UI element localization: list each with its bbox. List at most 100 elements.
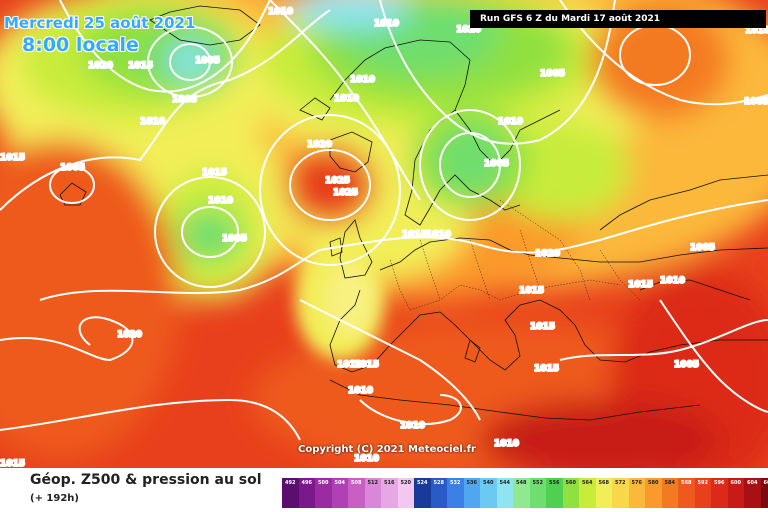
- isobar-label: 1005: [172, 95, 197, 105]
- legend-value: 564: [582, 480, 593, 486]
- isobar-label: 1005: [484, 159, 509, 169]
- isobar-label: 1010: [498, 117, 523, 127]
- legend-value: 512: [367, 480, 378, 486]
- legend-value: 556: [549, 480, 560, 486]
- legend-value: 508: [351, 480, 362, 486]
- legend-swatch: 556: [546, 478, 563, 508]
- isobars: 1010 1010 1020 1020 1015 1005 1005 1010 …: [0, 0, 768, 468]
- legend-value: 516: [384, 480, 395, 486]
- geopotential-map: 1010 1010 1020 1020 1015 1005 1005 1010 …: [0, 0, 768, 468]
- isobar-label: 1010: [334, 94, 359, 104]
- isobar-label: 1010: [337, 360, 362, 370]
- isobar-label: 1020: [117, 330, 142, 340]
- color-scale-legend: 492 496 500 504 508 512 516 520 524 528 532 536 540 5…: [282, 478, 768, 508]
- footer-bar: Géop. Z500 & pression au sol (+ 192h) 49…: [0, 468, 768, 512]
- isobar-label: 1025: [333, 188, 358, 198]
- isobar-label: 1010: [426, 230, 451, 240]
- legend-swatch: 528: [430, 478, 447, 508]
- isobar-label: 1005: [195, 56, 220, 66]
- isobar-label: 1010: [494, 439, 519, 449]
- legend-value: 604: [747, 480, 758, 486]
- legend-value: 552: [532, 480, 543, 486]
- legend-value: 544: [499, 480, 510, 486]
- isobar-label: 1015: [534, 364, 559, 374]
- isobar-label: 1010: [348, 386, 373, 396]
- isobar-label: 1015: [354, 360, 379, 370]
- isobar-label: 1005: [222, 234, 247, 244]
- isobar-label: 1010: [354, 454, 379, 464]
- legend-value: 540: [483, 480, 494, 486]
- legend-value: 572: [615, 480, 626, 486]
- legend-swatch: 576: [628, 478, 645, 508]
- legend-value: 536: [466, 480, 477, 486]
- isobar-label: 1010: [745, 26, 768, 36]
- legend-swatch: 552: [529, 478, 546, 508]
- isobar-label: 1015: [519, 286, 544, 296]
- legend-value: 532: [450, 480, 461, 486]
- isobar-label: 1015: [202, 168, 227, 178]
- legend-value: 568: [598, 480, 609, 486]
- isobar-label: 1005: [60, 163, 85, 173]
- isobar-label: 1005: [540, 69, 565, 79]
- isobar-label: 1005: [690, 243, 715, 253]
- legend-value: 596: [714, 480, 725, 486]
- legend-swatch: 572: [612, 478, 629, 508]
- legend-value: 520: [400, 480, 411, 486]
- geopotential-field: [0, 0, 768, 468]
- legend-value: 592: [697, 480, 708, 486]
- legend-swatch: 548: [513, 478, 530, 508]
- legend-swatch: 560: [562, 478, 579, 508]
- copyright-notice: Copyright (C) 2021 Meteociel.fr: [298, 444, 476, 455]
- legend-swatch: 608: [760, 478, 768, 508]
- legend-value: 576: [631, 480, 642, 486]
- legend-value: 524: [417, 480, 428, 486]
- isobar-label: 1010: [400, 421, 425, 431]
- legend-value: 496: [301, 480, 312, 486]
- isobar-label: 1020: [307, 140, 332, 150]
- isobar-label: 1010: [268, 7, 293, 17]
- map-title: Géop. Z500 & pression au sol: [30, 472, 262, 488]
- legend-swatch: 588: [678, 478, 695, 508]
- legend-swatch: 496: [298, 478, 315, 508]
- isobar-label: 1005: [744, 97, 768, 107]
- isobar-label: 1015: [530, 322, 555, 332]
- run-info-banner: Run GFS 6 Z du Mardi 17 août 2021: [470, 10, 766, 28]
- isobar-label: 1015: [628, 280, 653, 290]
- legend-swatch: 568: [595, 478, 612, 508]
- legend-value: 548: [516, 480, 527, 486]
- isobar-label: 1015: [402, 230, 427, 240]
- legend-swatch: 532: [447, 478, 464, 508]
- isobar-label: 1005: [674, 360, 699, 370]
- isobar-label: 1010: [350, 75, 375, 85]
- isobar-label: 1015: [0, 459, 25, 468]
- forecast-lead-time: (+ 192h): [30, 493, 79, 504]
- country-borders: [389, 199, 641, 311]
- legend-value: 600: [730, 480, 741, 486]
- isobar-label: 1020: [88, 61, 113, 71]
- forecast-time: 8:00 locale: [22, 34, 139, 56]
- legend-swatch: 540: [480, 478, 497, 508]
- legend-swatch: 508: [348, 478, 365, 508]
- legend-value: 588: [681, 480, 692, 486]
- isobar-label: 1010: [660, 276, 685, 286]
- legend-swatch: 604: [744, 478, 761, 508]
- isobar-label: 1010: [140, 117, 165, 127]
- legend-swatch: 524: [414, 478, 431, 508]
- isobar-label: 1010: [374, 19, 399, 29]
- legend-value: 560: [565, 480, 576, 486]
- legend-swatch: 512: [364, 478, 381, 508]
- legend-value: 584: [664, 480, 675, 486]
- legend-swatch: 564: [579, 478, 596, 508]
- legend-swatch: 504: [331, 478, 348, 508]
- legend-value: 528: [433, 480, 444, 486]
- legend-swatch: 584: [661, 478, 678, 508]
- legend-swatch: 592: [694, 478, 711, 508]
- legend-swatch: 516: [381, 478, 398, 508]
- legend-swatch: 544: [496, 478, 513, 508]
- legend-swatch: 520: [397, 478, 414, 508]
- legend-value: 504: [334, 480, 345, 486]
- legend-swatch: 492: [282, 478, 299, 508]
- legend-value: 608: [763, 480, 768, 486]
- forecast-date: Mercredi 25 août 2021: [4, 14, 196, 32]
